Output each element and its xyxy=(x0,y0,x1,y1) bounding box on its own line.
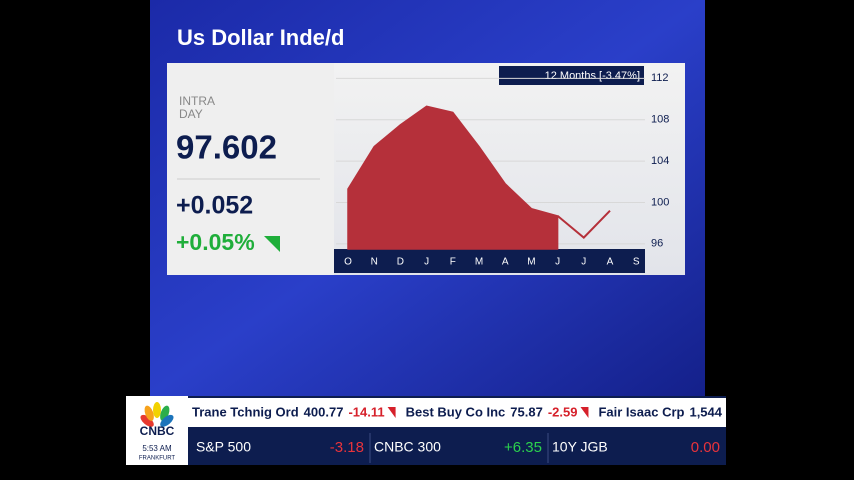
x-tick-label: O xyxy=(344,257,352,268)
logo: CNBC xyxy=(140,424,175,438)
x-tick-label: F xyxy=(450,257,456,268)
x-tick-label: M xyxy=(475,257,483,268)
ticker-change: +6.35 xyxy=(504,439,542,456)
ticker-price: 400.77 xyxy=(304,404,344,419)
x-tick-label: D xyxy=(397,257,404,268)
ticker-change: -3.18 xyxy=(330,439,364,456)
quote-label: INTRA xyxy=(179,94,215,108)
up-arrow xyxy=(264,236,280,252)
bottom-ticker: S&P 500 -3.18 CNBC 300 +6.35 10Y JGB 0.00 xyxy=(196,433,720,463)
y-tick-label: 112 xyxy=(651,72,669,84)
y-tick-label: 100 xyxy=(651,196,669,208)
down-arrow xyxy=(580,407,589,418)
time: 5:53 AM xyxy=(142,444,172,453)
y-tick-label: 104 xyxy=(651,155,669,167)
ticker-name: 10Y JGB xyxy=(552,439,608,455)
ticker-name: Best Buy Co Inc xyxy=(406,404,506,419)
x-tick-label: J xyxy=(424,257,429,268)
plot: 96 100 104 108 112 O N D J F M A M J J A S xyxy=(336,72,669,268)
ticker-change: -14.11 xyxy=(348,404,384,419)
x-tick-label: N xyxy=(371,257,378,268)
change: +0.052 xyxy=(176,192,253,220)
city: FRANKFURT xyxy=(139,456,176,462)
quote-label: DAY xyxy=(179,107,203,121)
line xyxy=(556,210,611,239)
x-tick-label: M xyxy=(527,257,535,268)
y-tick-label: 108 xyxy=(651,114,669,126)
x-axis-band xyxy=(334,249,645,273)
down-arrow xyxy=(387,407,396,418)
peacock xyxy=(140,402,174,427)
y-tick-label: 96 xyxy=(651,238,663,250)
ticker-name: S&P 500 xyxy=(196,439,251,455)
ticker-name: CNBC 300 xyxy=(374,439,441,455)
badge xyxy=(499,66,644,85)
x-tick-label: J xyxy=(581,257,586,268)
ticker-price: 75.87 xyxy=(510,404,543,419)
x-tick-label: J xyxy=(555,257,560,268)
area xyxy=(347,105,559,250)
x-tick-label: S xyxy=(633,257,640,268)
ticker-change: -2.59 xyxy=(548,404,578,419)
ticker-name: Trane Tchnig Ord xyxy=(192,404,299,419)
ticker-change: 0.00 xyxy=(691,439,720,456)
title: Us Dollar Inde/d xyxy=(177,25,344,50)
top-row xyxy=(188,398,726,427)
top-ticker: Trane Tchnig Ord 400.77 -14.11 Best Buy Co … xyxy=(192,404,723,419)
ticker-name: Fair Isaac Crp xyxy=(598,404,684,419)
price: 97.602 xyxy=(176,129,277,166)
badge-text: 12 Months [-3.47%] xyxy=(545,70,640,82)
change-pct: +0.05% xyxy=(176,229,255,255)
ticker-price: 1,544 xyxy=(689,404,722,419)
x-tick-label: A xyxy=(607,257,614,268)
quote-panel xyxy=(167,63,334,275)
x-tick-label: A xyxy=(502,257,509,268)
